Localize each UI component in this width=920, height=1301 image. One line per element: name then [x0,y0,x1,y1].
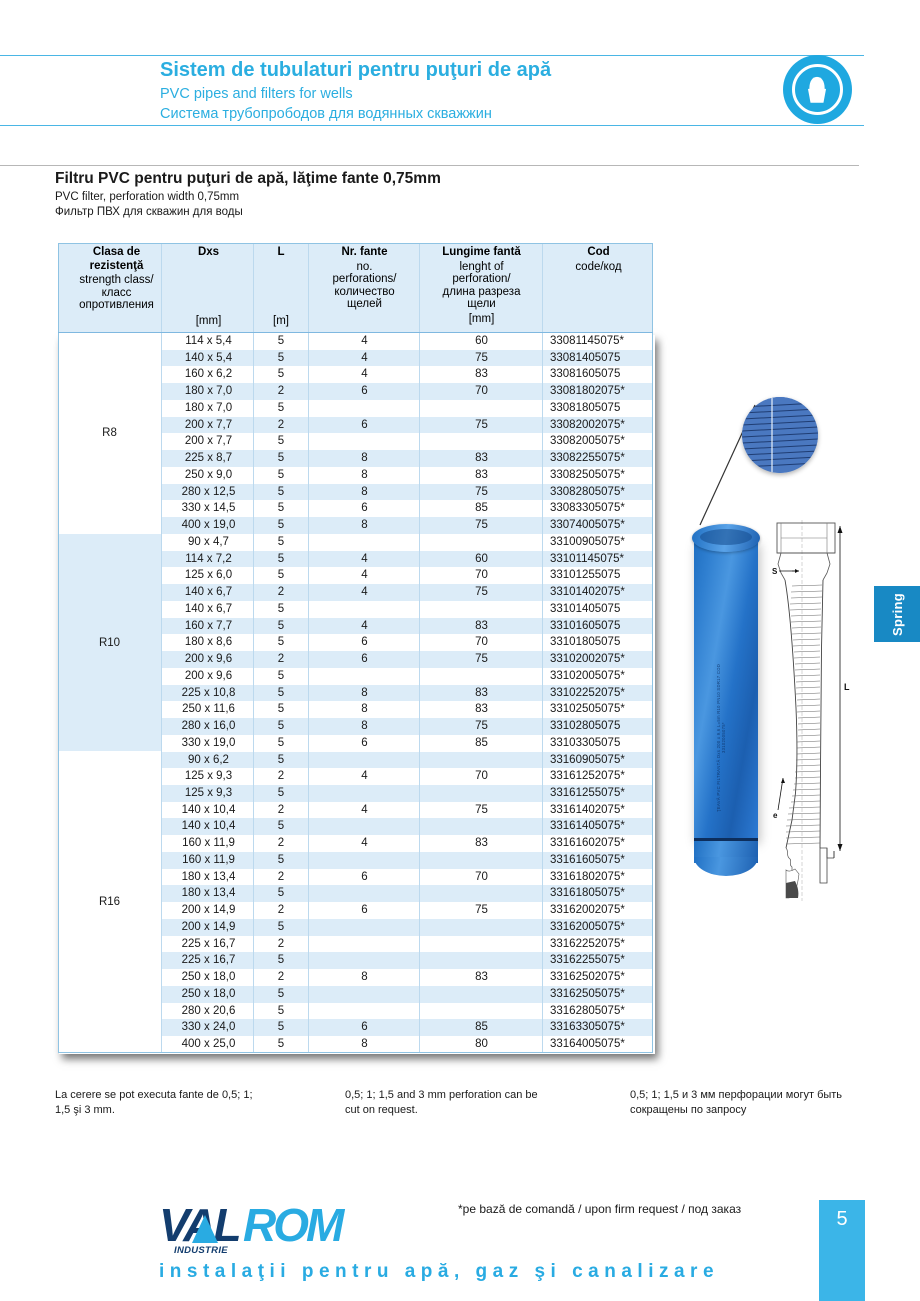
svg-text:S: S [772,567,778,576]
svg-text:e: e [773,811,778,820]
svg-text:L: L [844,682,850,692]
